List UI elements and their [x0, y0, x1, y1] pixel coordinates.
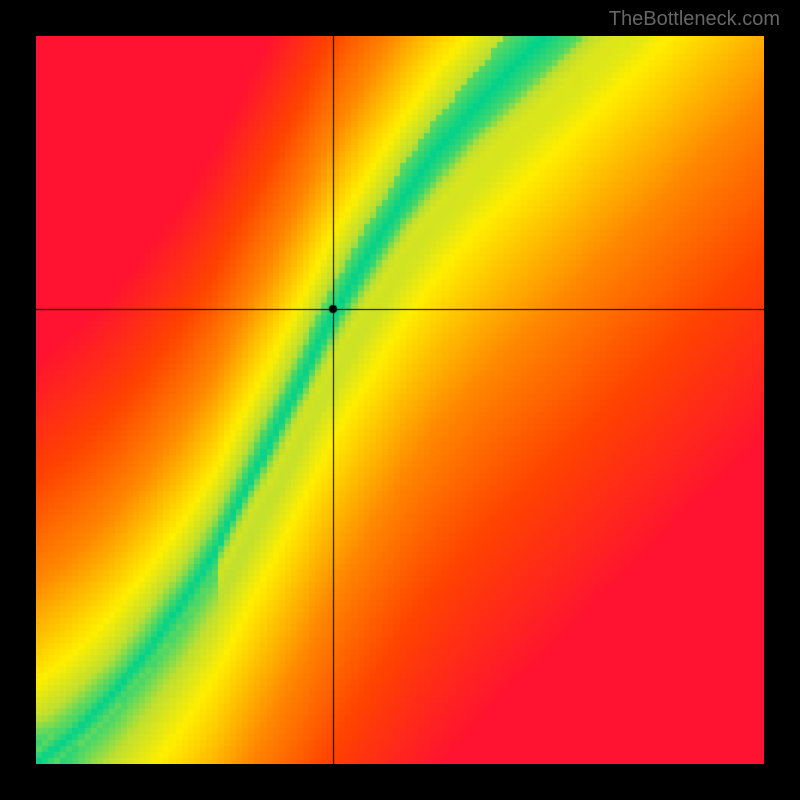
heatmap-canvas — [36, 36, 764, 764]
chart-container: TheBottleneck.com — [0, 0, 800, 800]
heatmap-plot — [36, 36, 764, 764]
watermark-text: TheBottleneck.com — [609, 8, 780, 31]
